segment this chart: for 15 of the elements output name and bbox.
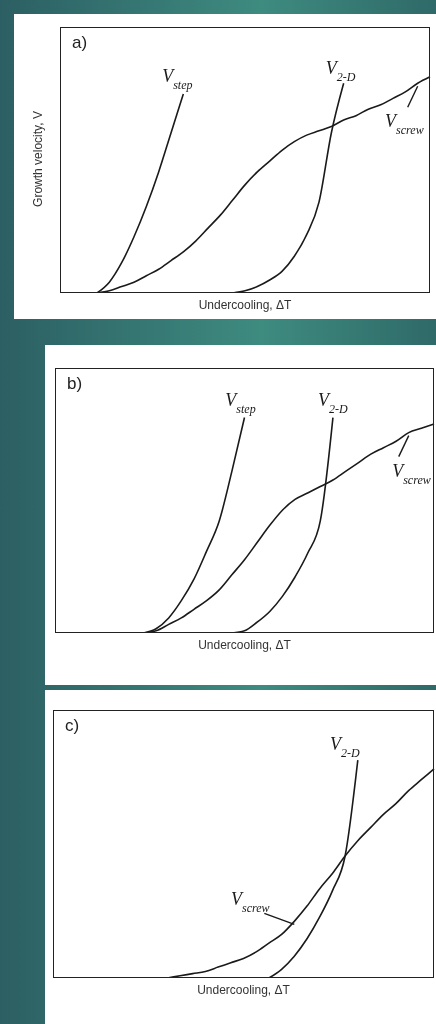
x-axis-title: Undercooling, ΔT — [197, 638, 292, 652]
series-label: V$_{step}$ — [162, 66, 193, 93]
series-label: V$_{screw}$ — [231, 889, 270, 916]
legend-label: V$_{screw}$ — [385, 111, 424, 138]
series-label: V$_{step}$ — [225, 389, 256, 416]
chart-title: a) — [72, 33, 88, 53]
chart-title: c) — [65, 716, 80, 736]
x-axis-title: Undercooling, ΔT — [197, 298, 293, 312]
series-label: V$_{2-D}$ — [318, 389, 349, 416]
series-label: V$_{2-D}$ — [329, 734, 360, 761]
x-axis-title: Undercooling, ΔT — [196, 983, 291, 997]
legend-label: V$_{screw}$ — [392, 460, 431, 487]
series-label: V$_{2-D}$ — [325, 58, 356, 85]
chart-title: b) — [67, 374, 83, 394]
y-axis-title: Growth velocity, V — [31, 110, 45, 209]
